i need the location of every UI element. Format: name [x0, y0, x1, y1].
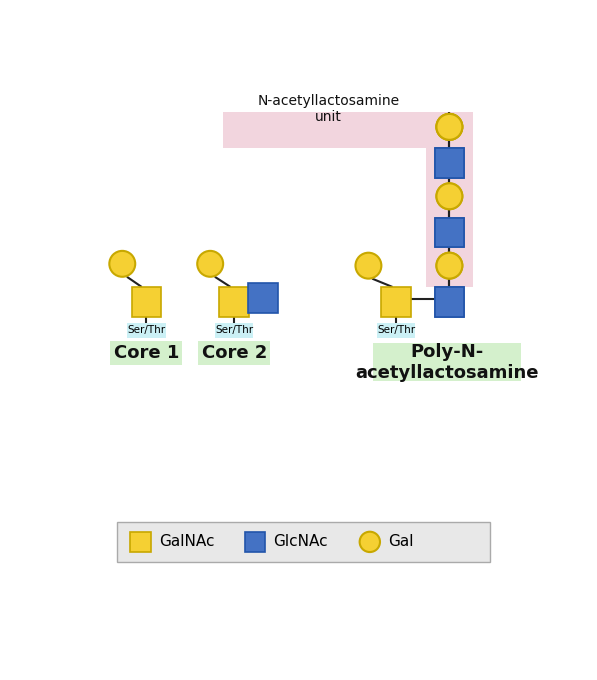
FancyBboxPatch shape [245, 532, 265, 552]
Text: Ser/Thr: Ser/Thr [127, 326, 165, 335]
Circle shape [436, 253, 462, 279]
Circle shape [436, 184, 462, 209]
Circle shape [359, 532, 380, 552]
FancyBboxPatch shape [435, 79, 464, 108]
Circle shape [197, 251, 223, 277]
FancyBboxPatch shape [223, 71, 473, 148]
Circle shape [436, 114, 462, 140]
FancyBboxPatch shape [377, 322, 416, 339]
FancyBboxPatch shape [435, 148, 464, 177]
FancyBboxPatch shape [435, 79, 464, 108]
FancyBboxPatch shape [198, 341, 270, 364]
Circle shape [436, 114, 462, 140]
FancyBboxPatch shape [435, 79, 464, 108]
FancyBboxPatch shape [435, 218, 464, 247]
Circle shape [436, 184, 462, 209]
FancyBboxPatch shape [117, 522, 490, 562]
FancyBboxPatch shape [435, 148, 464, 177]
Text: GalNAc: GalNAc [159, 534, 214, 549]
Circle shape [436, 253, 462, 279]
Text: Poly-N-
acetyllactosamine: Poly-N- acetyllactosamine [355, 343, 539, 381]
Circle shape [355, 253, 381, 279]
FancyBboxPatch shape [127, 322, 165, 339]
FancyBboxPatch shape [381, 287, 411, 317]
Text: Ser/Thr: Ser/Thr [377, 326, 416, 335]
FancyBboxPatch shape [435, 287, 464, 317]
FancyBboxPatch shape [435, 218, 464, 247]
FancyBboxPatch shape [426, 71, 473, 148]
FancyBboxPatch shape [248, 284, 278, 313]
Text: Gal: Gal [388, 534, 414, 549]
FancyBboxPatch shape [373, 343, 521, 381]
FancyBboxPatch shape [110, 341, 182, 364]
Circle shape [109, 251, 136, 277]
FancyBboxPatch shape [130, 532, 150, 552]
Text: GlcNAc: GlcNAc [273, 534, 328, 549]
FancyBboxPatch shape [215, 322, 254, 339]
Text: N-acetyllactosamine
unit: N-acetyllactosamine unit [257, 95, 400, 124]
FancyBboxPatch shape [131, 287, 161, 317]
Text: Core 2: Core 2 [202, 343, 267, 362]
Text: Core 1: Core 1 [113, 343, 179, 362]
Text: Ser/Thr: Ser/Thr [215, 326, 253, 335]
FancyBboxPatch shape [426, 140, 473, 218]
FancyBboxPatch shape [435, 287, 464, 317]
Circle shape [436, 114, 462, 140]
FancyBboxPatch shape [220, 287, 249, 317]
FancyBboxPatch shape [426, 209, 473, 287]
